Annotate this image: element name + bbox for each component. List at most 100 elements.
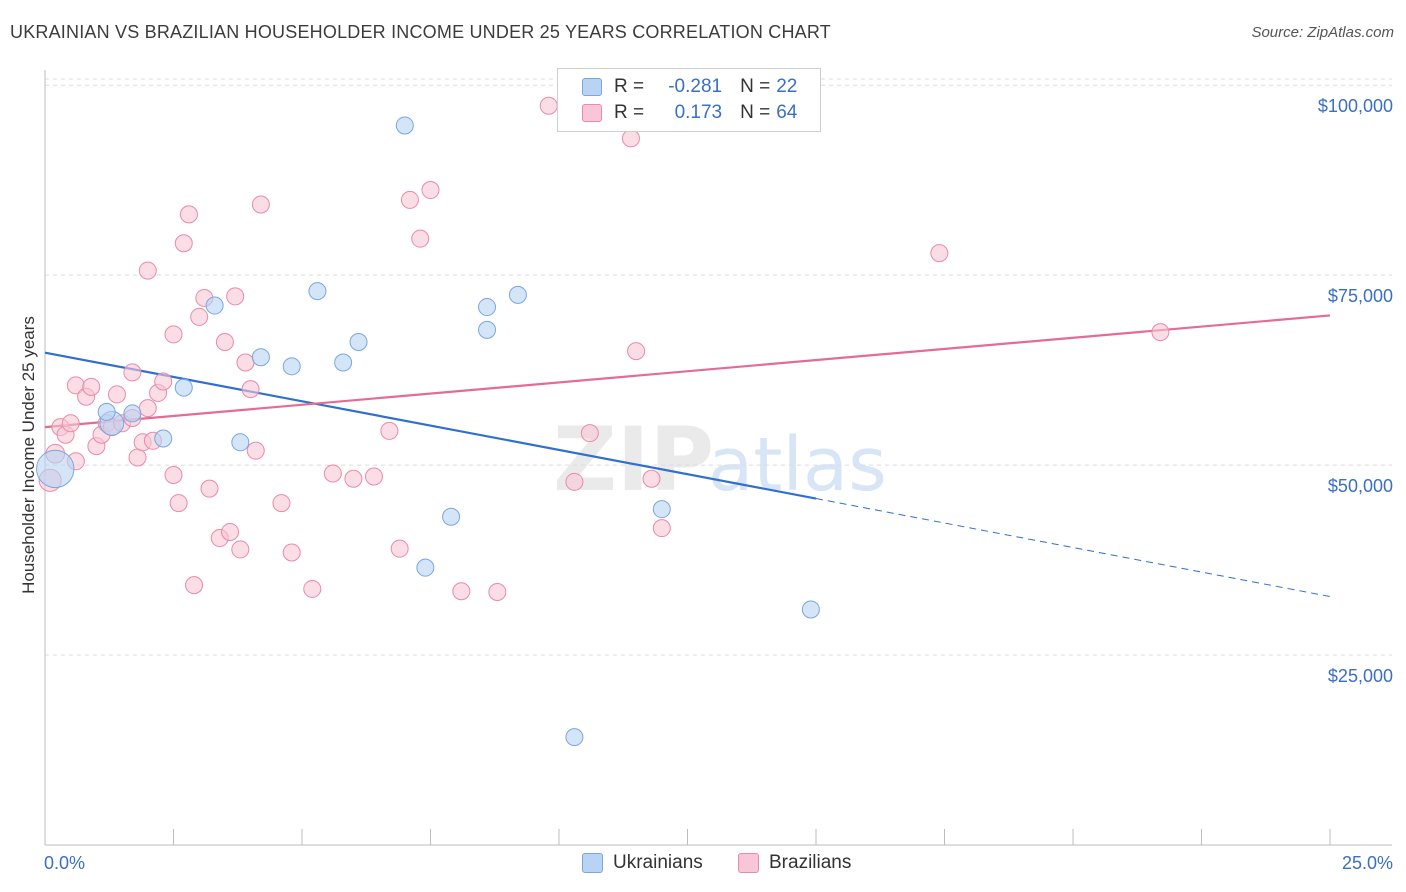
point-brazilians xyxy=(61,414,80,433)
point-brazilians xyxy=(390,539,409,558)
x-tick-label-min: 0.0% xyxy=(44,853,85,873)
legend-r-label: R = xyxy=(614,76,645,97)
point-ukrainians xyxy=(231,433,250,452)
y-tick-label: $75,000 xyxy=(1328,286,1393,306)
point-ukrainians xyxy=(97,402,116,421)
point-brazilians xyxy=(930,244,949,263)
point-brazilians xyxy=(323,464,342,483)
point-ukrainians xyxy=(652,500,671,519)
legend-n-value: 22 xyxy=(776,76,798,97)
legend-r-value: -0.281 xyxy=(668,76,723,97)
point-brazilians xyxy=(627,342,646,361)
point-brazilians xyxy=(169,494,188,513)
point-ukrainians xyxy=(416,558,435,577)
point-brazilians xyxy=(580,424,599,443)
bottom-swatch-brazilians xyxy=(738,853,759,873)
point-brazilians xyxy=(215,333,234,352)
point-brazilians xyxy=(123,363,142,382)
trend-lines xyxy=(44,314,1331,598)
point-brazilians xyxy=(154,372,173,391)
point-brazilians xyxy=(452,582,471,601)
legend-r-value: 0.173 xyxy=(674,102,723,123)
point-brazilians xyxy=(190,307,209,326)
point-brazilians xyxy=(164,325,183,344)
point-brazilians xyxy=(185,576,204,595)
bottom-legend-ukrainians-label: Ukrainians xyxy=(613,852,703,873)
point-brazilians xyxy=(282,543,301,562)
point-brazilians xyxy=(344,469,363,488)
data-points xyxy=(36,96,1170,747)
point-brazilians xyxy=(138,261,157,280)
bottom-swatch-ukrainians xyxy=(582,853,603,873)
point-ukrainians xyxy=(395,116,414,135)
legend-n-value: 64 xyxy=(776,102,798,123)
point-brazilians xyxy=(174,234,193,253)
correlation-legend: R = -0.281 N = 22 R = 0.173 N = 64 xyxy=(557,68,821,132)
legend-item-brazilians[interactable]: Brazilians xyxy=(738,852,851,874)
point-ukrainians xyxy=(801,600,820,619)
point-brazilians xyxy=(246,441,265,460)
point-brazilians xyxy=(241,380,260,399)
point-brazilians xyxy=(400,190,419,209)
y-tick-label: $25,000 xyxy=(1328,666,1393,686)
point-ukrainians xyxy=(442,507,461,526)
x-tick-label-max: 25.0% xyxy=(1342,853,1393,873)
point-ukrainians xyxy=(282,357,301,376)
legend-swatch-brazilians xyxy=(582,104,602,122)
point-brazilians xyxy=(236,353,255,372)
y-tick-labels: $25,000 $50,000 $75,000 $100,000 xyxy=(1318,96,1393,686)
legend-swatch-ukrainians xyxy=(582,78,602,96)
point-ukrainians xyxy=(478,320,497,339)
legend-n-label: N = xyxy=(740,102,771,123)
point-ukrainians xyxy=(205,296,224,315)
point-brazilians xyxy=(226,287,245,306)
legend-r-label: R = xyxy=(614,102,645,123)
point-brazilians xyxy=(164,465,183,484)
chart-title: UKRAINIAN VS BRAZILIAN HOUSEHOLDER INCOM… xyxy=(10,22,831,42)
watermark-zip: ZIP xyxy=(553,408,714,511)
point-brazilians xyxy=(621,129,640,148)
point-brazilians xyxy=(652,519,671,538)
point-ukrainians xyxy=(251,348,270,367)
point-brazilians xyxy=(107,385,126,404)
y-axis-label: Householder Income Under 25 years xyxy=(19,316,38,594)
point-ukrainians xyxy=(36,449,75,489)
point-brazilians xyxy=(272,494,291,513)
point-brazilians xyxy=(380,421,399,440)
point-brazilians xyxy=(231,540,250,559)
point-brazilians xyxy=(488,582,507,601)
point-ukrainians xyxy=(334,353,353,372)
source-label: Source: ZipAtlas.com xyxy=(1251,24,1394,41)
point-ukrainians xyxy=(123,404,142,423)
trend-line-ukrainians xyxy=(44,351,817,500)
y-tick-label: $50,000 xyxy=(1328,476,1393,496)
point-brazilians xyxy=(179,205,198,224)
point-brazilians xyxy=(82,377,101,396)
point-brazilians xyxy=(128,448,147,467)
point-brazilians xyxy=(303,579,322,598)
watermark: ZIP atlas xyxy=(553,408,887,511)
point-brazilians xyxy=(642,469,661,488)
point-brazilians xyxy=(565,472,584,491)
point-brazilians xyxy=(539,96,558,115)
point-ukrainians xyxy=(308,282,327,301)
point-brazilians xyxy=(364,467,383,486)
point-brazilians xyxy=(421,181,440,200)
point-ukrainians xyxy=(154,429,173,448)
legend-item-ukrainians[interactable]: Ukrainians xyxy=(582,852,703,874)
bottom-legend-brazilians-label: Brazilians xyxy=(769,852,852,873)
legend-row-ukrainians: R = -0.281 N = 22 xyxy=(582,74,797,100)
point-ukrainians xyxy=(349,333,368,352)
point-brazilians xyxy=(411,229,430,248)
point-brazilians xyxy=(221,522,240,541)
point-brazilians xyxy=(138,399,157,418)
point-brazilians xyxy=(251,195,270,214)
point-brazilians xyxy=(200,479,219,498)
trend-line-brazilians xyxy=(44,314,1331,429)
legend-row-brazilians: R = 0.173 N = 64 xyxy=(582,100,797,126)
y-tick-label: $100,000 xyxy=(1318,96,1393,116)
point-ukrainians xyxy=(174,378,193,397)
point-ukrainians xyxy=(478,298,497,317)
point-ukrainians xyxy=(508,285,527,304)
